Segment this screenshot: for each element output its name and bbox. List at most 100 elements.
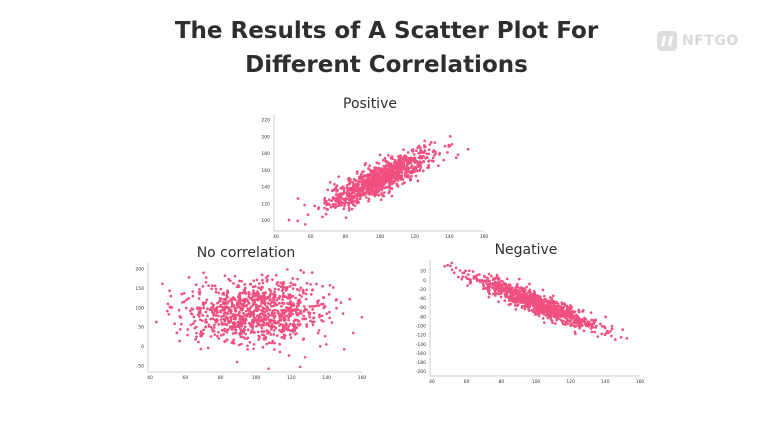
scatter-point — [529, 302, 533, 305]
scatter-point — [263, 303, 267, 306]
scatter-point — [331, 286, 335, 289]
x-tick-label: 120 — [566, 379, 575, 385]
scatter-point — [520, 289, 524, 292]
scatter-point — [257, 308, 261, 311]
chart-title: No correlation — [197, 245, 296, 261]
scatter-point — [456, 153, 460, 157]
scatter-point — [525, 304, 528, 308]
scatter-point — [343, 204, 346, 208]
scatter-point — [273, 290, 276, 294]
scatter-point — [342, 185, 345, 189]
scatter-point — [209, 325, 213, 329]
scatter-point — [610, 334, 613, 338]
scatter-point — [504, 283, 508, 287]
scatter-point — [321, 320, 325, 323]
y-tick-label: 200 — [261, 134, 270, 140]
scatter-point — [259, 324, 262, 327]
scatter-point — [352, 196, 356, 200]
scatter-point — [260, 285, 264, 289]
scatter-point — [289, 281, 293, 285]
scatter-point — [556, 316, 560, 319]
scatter-point — [450, 268, 454, 272]
scatter-point — [211, 317, 215, 320]
scatter-point — [536, 294, 540, 297]
scatter-point — [360, 183, 364, 186]
scatter-point — [260, 309, 264, 313]
scatter-point — [366, 192, 370, 195]
scatter-point — [513, 298, 517, 302]
y-tick-label: -200 — [416, 369, 426, 375]
y-tick-label: 20 — [420, 269, 426, 275]
scatter-point — [278, 342, 282, 346]
scatter-point — [267, 341, 271, 345]
scatter-point — [346, 201, 349, 205]
scatter-point — [252, 320, 256, 324]
y-tick-label: 0 — [141, 344, 144, 350]
scatter-point — [540, 308, 543, 311]
chart-title: Positive — [343, 96, 397, 112]
scatter-point — [543, 311, 546, 314]
scatter-point — [256, 330, 260, 334]
scatter-point — [423, 139, 426, 143]
scatter-point — [553, 310, 556, 313]
scatter-point — [205, 320, 209, 324]
scatter-point — [201, 319, 204, 323]
scatter-point — [295, 307, 298, 311]
scatter-point — [212, 329, 216, 333]
scatter-point — [393, 158, 397, 162]
scatter-point — [202, 306, 205, 310]
scatter-point — [510, 286, 514, 290]
scatter-point — [338, 199, 342, 203]
scatter-point — [499, 279, 503, 283]
scatter-point — [166, 309, 169, 313]
page-title: The Results of A Scatter Plot For Differ… — [0, 14, 773, 82]
scatter-point — [207, 324, 211, 328]
scatter-point — [524, 299, 528, 303]
y-tick-label: -180 — [416, 360, 426, 366]
scatter-point — [244, 297, 248, 301]
scatter-point — [264, 297, 267, 301]
scatter-point — [272, 293, 276, 297]
scatter-point — [356, 183, 360, 187]
scatter-point — [367, 167, 370, 170]
x-tick-label: 60 — [464, 379, 470, 385]
scatter-point — [336, 195, 339, 199]
scatter-point — [251, 291, 255, 295]
scatter-point — [283, 317, 287, 321]
scatter-point — [489, 274, 493, 278]
scatter-point — [197, 340, 200, 344]
scatter-point — [185, 298, 189, 302]
scatter-point — [537, 302, 541, 305]
scatter-point — [381, 194, 385, 198]
scatter-point — [402, 148, 405, 152]
scatter-point — [390, 194, 394, 198]
scatter-point — [268, 302, 272, 306]
scatter-point — [289, 303, 293, 307]
scatter-point — [381, 159, 385, 162]
scatter-point — [260, 273, 264, 277]
scatter-point — [272, 329, 276, 332]
scatter-point — [400, 162, 403, 166]
scatter-point — [204, 281, 208, 284]
scatter-point — [233, 307, 237, 311]
scatter-point — [357, 179, 361, 183]
scatter-point — [358, 197, 362, 201]
scatter-point — [313, 204, 317, 208]
scatter-point — [181, 301, 184, 304]
scatter-point — [374, 193, 378, 197]
scatter-point — [246, 336, 250, 340]
scatter-point — [566, 309, 570, 313]
y-tick-label: -80 — [419, 314, 426, 320]
scatter-point — [356, 200, 360, 203]
scatter-point — [191, 290, 195, 293]
scatter-point — [368, 185, 371, 188]
scatter-point — [263, 314, 267, 317]
scatter-point — [245, 314, 249, 318]
x-tick-label: 120 — [410, 234, 419, 240]
scatter-point — [335, 200, 339, 203]
scatter-point — [257, 315, 260, 319]
scatter-point — [323, 334, 327, 338]
scatter-point — [332, 188, 336, 192]
scatter-point — [169, 306, 173, 309]
scatter-point — [534, 300, 538, 304]
